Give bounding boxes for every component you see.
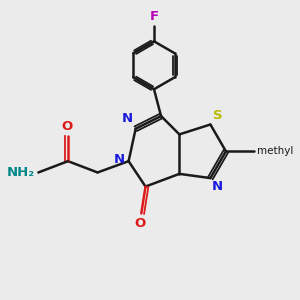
Text: O: O <box>134 217 146 230</box>
Text: F: F <box>149 10 159 23</box>
Text: O: O <box>61 120 72 133</box>
Text: N: N <box>212 179 223 193</box>
Text: N: N <box>114 153 125 166</box>
Text: methyl: methyl <box>257 146 293 156</box>
Text: NH₂: NH₂ <box>7 166 35 179</box>
Text: N: N <box>122 112 133 125</box>
Text: S: S <box>213 109 222 122</box>
